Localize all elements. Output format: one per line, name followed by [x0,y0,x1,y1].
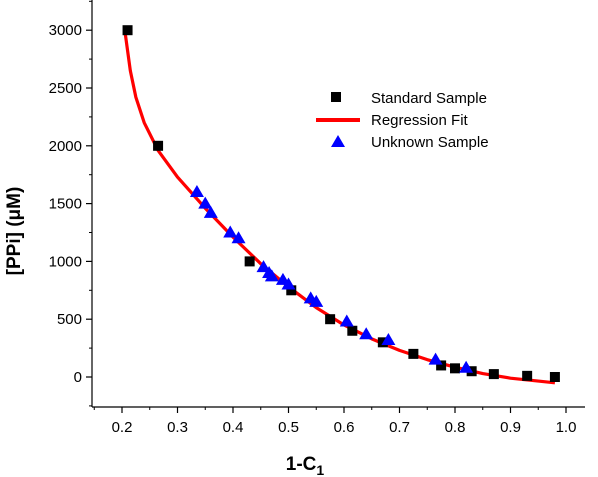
x-axis-title: 1-C1 [286,454,325,477]
x-tick-label: 0.4 [223,419,244,436]
legend-marker-unknown-sample [331,135,345,147]
x-tick-label: 0.7 [389,419,410,436]
standard-sample-point [325,314,336,325]
unknown-sample-point [223,225,238,238]
legend-marker-standard-sample [331,92,341,102]
standard-sample-point [450,363,460,374]
standard-sample-point [436,360,447,371]
x-ticks: 0.2 0.3 0.4 0.5 0.6 0.7 0.8 0.9 1.0 [93,407,577,436]
y-ticks: 0 500 1000 1500 2000 2500 3000 [49,0,92,407]
unknown-sample-point [203,205,218,218]
unknown-sample-point [198,196,213,209]
legend-label-standard-sample: Standard Sample [371,90,487,107]
y-axis-title: [PPi] (μM) [4,187,25,276]
standard-sample-point [122,25,133,36]
y-tick-label: 500 [57,311,82,328]
unknown-sample-point [359,327,374,340]
unknown-sample-point [459,360,474,373]
unknown-sample-point [281,277,296,290]
standard-sample-point [286,285,297,296]
standard-sample-point [347,325,358,336]
x-tick-label: 0.9 [500,419,521,436]
x-tick-label: 1.0 [556,419,577,436]
unknown-sample-point [231,231,246,244]
standard-sample-point [244,256,255,267]
unknown-sample-point [381,333,396,346]
standard-sample-point [377,337,388,348]
legend: Standard Sample Regression Fit Unknown S… [316,90,489,151]
x-axis-title-main: 1-C [286,454,317,475]
x-tick-label: 0.6 [334,419,355,436]
standard-sample-point [153,140,164,151]
regression-fit-line [123,29,556,385]
legend-label-regression-fit: Regression Fit [371,112,469,129]
x-tick-label: 0.2 [112,419,133,436]
y-tick-label: 3000 [49,22,82,39]
x-tick-label: 0.5 [278,419,299,436]
unknown-sample-point [339,314,354,327]
unknown-sample-point [428,352,443,365]
series-layer [122,25,560,385]
x-tick-label: 0.3 [167,419,188,436]
unknown-sample-point [309,294,324,307]
x-axis-title-subscript: 1 [316,462,324,477]
standard-sample-point [522,370,533,381]
y-tick-label: 2500 [49,80,82,97]
standard-sample-point [549,372,560,382]
legend-label-unknown-sample: Unknown Sample [371,134,489,151]
unknown-sample-point [189,185,204,198]
unknown-sample-point [256,260,271,273]
y-tick-label: 1500 [49,196,82,213]
y-tick-label: 1000 [49,253,82,270]
y-tick-label: 0 [74,369,82,386]
x-tick-label: 0.8 [445,419,466,436]
standard-sample-point [408,348,419,359]
unknown-sample-point [264,269,279,282]
standard-sample-point [488,369,499,380]
plot-area [91,0,585,408]
y-tick-label: 2000 [49,138,82,155]
